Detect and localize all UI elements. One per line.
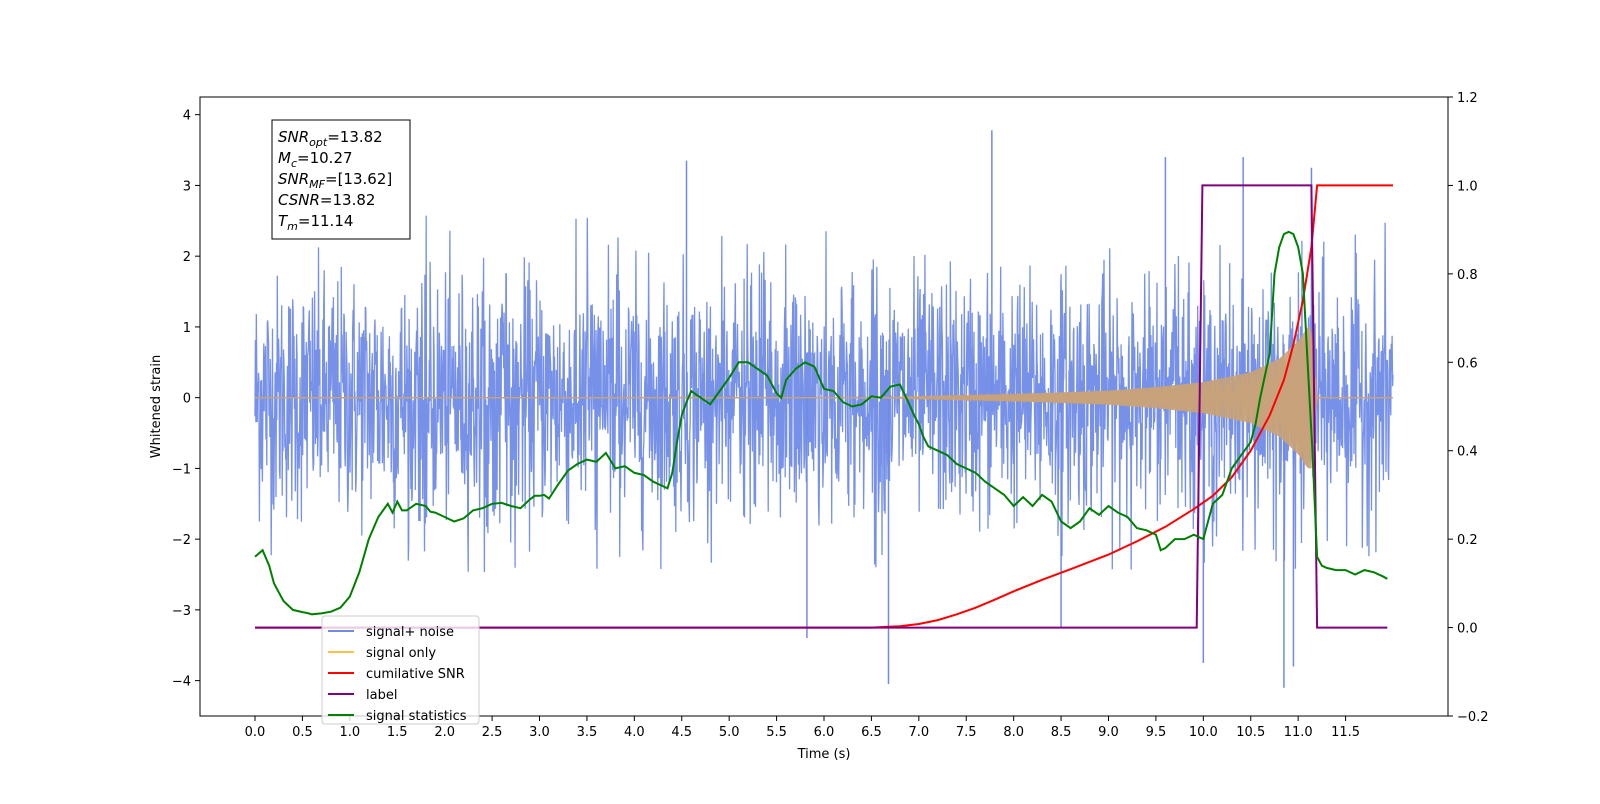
x-tick-label: 6.0 xyxy=(814,725,835,740)
y-tick-label-left: 1 xyxy=(183,321,191,336)
y-tick-label-left: −4 xyxy=(172,675,191,690)
cumulative-snr-line xyxy=(255,184,1393,629)
annotation-line: SNRMF=[13.62] xyxy=(278,170,392,191)
y-tick-label-left: 2 xyxy=(183,250,191,265)
y-tick-label-left: −3 xyxy=(172,604,191,619)
legend-frame xyxy=(321,615,480,725)
y-tick-label-left: −1 xyxy=(172,462,191,477)
y-tick-label-right: 1.2 xyxy=(1457,91,1478,106)
y-tick-label-right: 0.2 xyxy=(1457,533,1478,548)
annotation-line: Mc=10.27 xyxy=(278,149,353,170)
x-tick-label: 7.0 xyxy=(908,725,929,740)
y-tick-label-left: 0 xyxy=(183,392,191,407)
axes: 0.0 0.5 1.0 1.5 2.0 2.5 3.0 3.5 4.0 4.5 5.0 5.5 6.0 6… xyxy=(149,91,1489,762)
annotation-line: CSNR=13.82 xyxy=(278,191,375,209)
legend-item-label: label xyxy=(366,688,397,703)
x-tick-label: 1.5 xyxy=(387,725,408,740)
x-tick-label: 0.5 xyxy=(292,725,313,740)
legend-item-label: signal+ noise xyxy=(366,625,454,640)
y-tick-label-right: 0.6 xyxy=(1457,356,1478,371)
x-tick-label: 2.5 xyxy=(482,725,503,740)
x-tick-label: 5.5 xyxy=(766,725,787,740)
y-tick-label-right: 1.0 xyxy=(1457,179,1478,194)
annotation-frame xyxy=(271,119,411,240)
x-tick-label: 11.5 xyxy=(1331,725,1360,740)
x-tick-label: 5.0 xyxy=(719,725,740,740)
y-axis-label: Whitened strain xyxy=(149,355,164,458)
x-tick-label: 7.5 xyxy=(956,725,977,740)
x-tick-label: 4.0 xyxy=(624,725,645,740)
x-tick-label: 4.5 xyxy=(671,725,692,740)
legend-item-label: signal statistics xyxy=(366,709,467,724)
x-tick-label: 9.0 xyxy=(1098,725,1119,740)
x-tick-label: 2.0 xyxy=(434,725,455,740)
legend-item-label: cumilative SNR xyxy=(366,667,465,682)
y-tick-label-left: −2 xyxy=(172,533,191,548)
x-tick-label: 8.0 xyxy=(1003,725,1024,740)
x-tick-label: 10.5 xyxy=(1236,725,1265,740)
x-tick-label: 3.0 xyxy=(529,725,550,740)
legend-item-label: signal only xyxy=(366,646,436,661)
x-tick-label: 3.5 xyxy=(577,725,598,740)
y-tick-label-right: 0.0 xyxy=(1457,622,1478,637)
x-tick-label: 8.5 xyxy=(1051,725,1072,740)
x-tick-label: 0.0 xyxy=(245,725,266,740)
y-tick-label-left: 3 xyxy=(183,179,191,194)
x-tick-label: 1.0 xyxy=(339,725,360,740)
annotation-line: SNRopt=13.82 xyxy=(278,128,383,149)
y-tick-label-right: −0.2 xyxy=(1457,710,1489,725)
annotation-line: Tm=11.14 xyxy=(278,212,353,233)
signal-statistics-line xyxy=(254,230,1388,616)
x-tick-label: 11.0 xyxy=(1284,725,1313,740)
y-tick-label-left: 4 xyxy=(183,109,191,124)
x-tick-label: 10.0 xyxy=(1189,725,1218,740)
x-tick-label: 9.5 xyxy=(1146,725,1167,740)
x-tick-label: 6.5 xyxy=(861,725,882,740)
x-axis-label: Time (s) xyxy=(797,747,851,762)
y-tick-label-right: 0.4 xyxy=(1457,445,1478,460)
label-line xyxy=(255,184,1388,629)
annotation-box: SNRopt=13.82Mc=10.27SNRMF=[13.62]CSNR=13… xyxy=(271,119,411,240)
plot-area xyxy=(254,130,1394,688)
legend: signal+ noise signal only cumilative SNR la… xyxy=(321,615,480,725)
y-tick-label-right: 0.8 xyxy=(1457,268,1478,283)
